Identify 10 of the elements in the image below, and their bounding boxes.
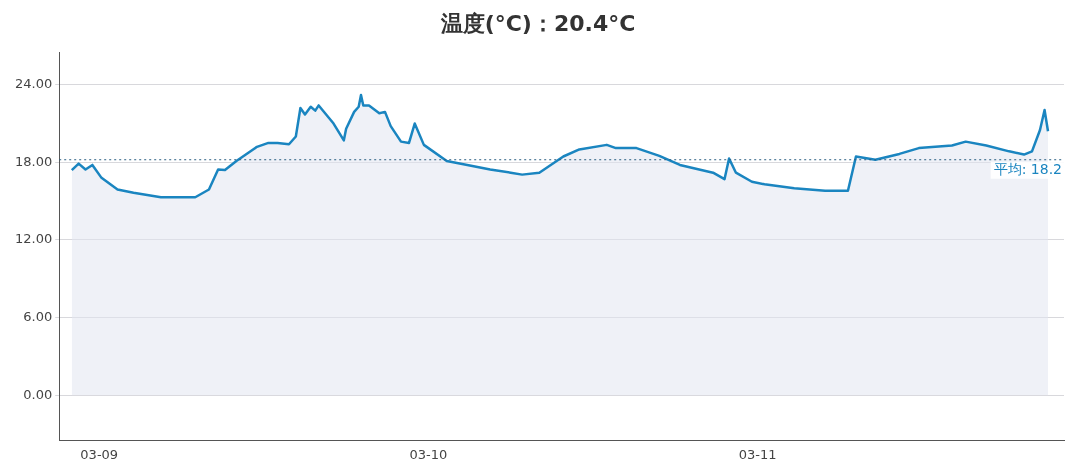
x-tick-label: 03-09: [80, 446, 119, 462]
x-tick-label: 03-11: [738, 446, 777, 462]
y-tick-label: 12.00: [15, 231, 53, 247]
y-tick-label: 18.00: [15, 153, 53, 169]
chart-title: 温度(°C)：20.4°C: [439, 10, 636, 36]
y-tick-label: 6.00: [23, 308, 53, 324]
ref-line-label: 平均: 18.2: [993, 161, 1062, 178]
y-tick-label: 0.00: [23, 386, 53, 402]
y-tick-label: 24.00: [15, 76, 53, 92]
x-tick-label: 03-10: [409, 446, 448, 462]
